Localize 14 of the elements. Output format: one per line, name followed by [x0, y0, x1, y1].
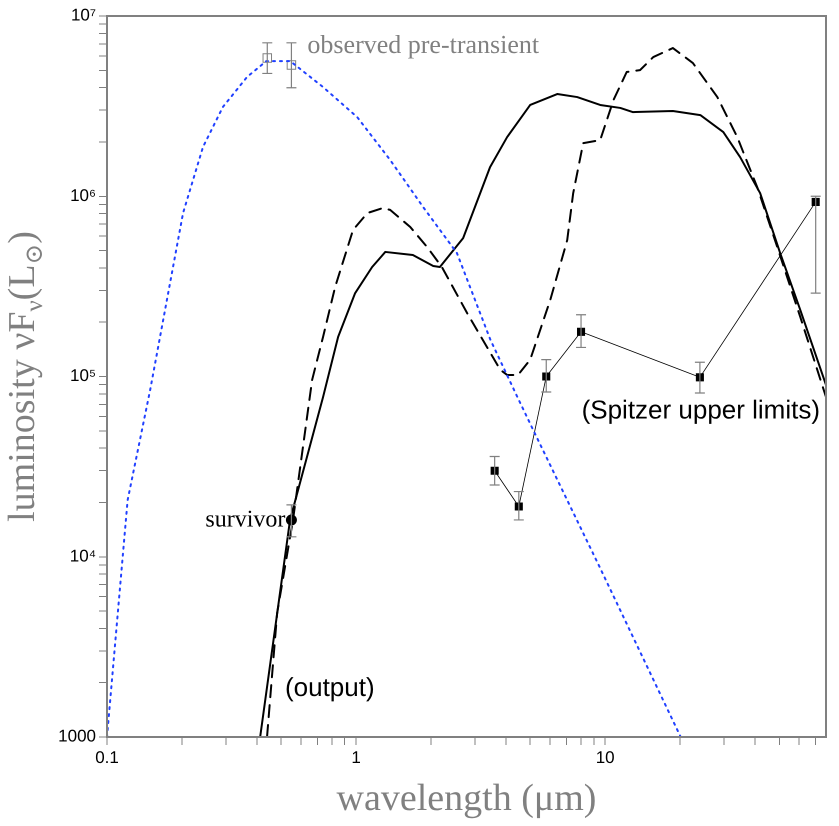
series-label: survivor — [205, 506, 286, 532]
annotation: (output) — [285, 672, 375, 702]
y-tick-label: 10⁴ — [70, 546, 96, 566]
y-tick-label: 10⁷ — [70, 6, 96, 25]
y-axis-title: luminosity νFν(L⊙) — [0, 231, 48, 522]
x-tick-label: 10 — [596, 748, 615, 767]
series-label: observed pre-transient — [307, 30, 540, 59]
x-tick-label: 1 — [351, 748, 361, 767]
y-tick-label: 10⁶ — [70, 186, 96, 205]
y-tick-label: 1000 — [58, 726, 96, 746]
x-axis-title: wavelength (μm) — [336, 776, 596, 819]
series-label: (Spitzer upper limits) — [582, 394, 820, 424]
x-tick-label: 0.1 — [95, 748, 119, 767]
y-tick-label: 10⁵ — [70, 366, 96, 386]
